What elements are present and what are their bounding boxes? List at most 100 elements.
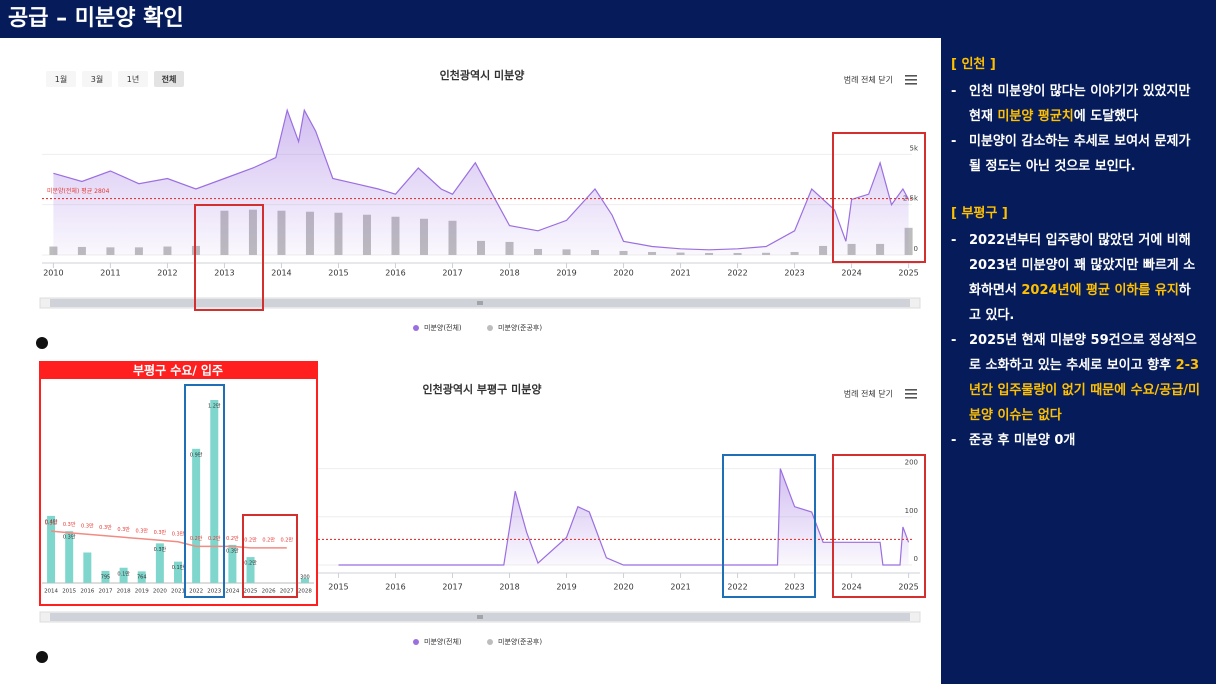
bar-value-label: 0.3만 bbox=[154, 546, 167, 553]
x-tick-label: 2019 bbox=[135, 589, 149, 595]
bar bbox=[228, 544, 237, 583]
x-tick-label: 2027 bbox=[280, 589, 294, 595]
bar bbox=[210, 400, 219, 583]
x-tick-label: 2021 bbox=[670, 269, 690, 278]
x-tick-label: 2018 bbox=[499, 583, 519, 592]
range-button[interactable] bbox=[82, 71, 112, 87]
x-tick-label: 2026 bbox=[262, 589, 276, 595]
x-tick-label: 2014 bbox=[271, 269, 291, 278]
x-tick-label: 2014 bbox=[44, 589, 58, 595]
range-button-label[interactable]: 전체 bbox=[162, 74, 177, 84]
y-tick-label: 0 bbox=[914, 245, 918, 253]
x-tick-label: 2012 bbox=[157, 269, 177, 278]
range-button[interactable] bbox=[154, 71, 184, 87]
header: 공급 – 미분양 확인 bbox=[0, 0, 1216, 38]
x-tick-label: 2019 bbox=[556, 269, 576, 278]
range-button-label[interactable]: 1년 bbox=[127, 74, 139, 84]
legend-swatch[interactable] bbox=[487, 639, 493, 645]
line-value-label: 0.2만 bbox=[281, 536, 294, 543]
bar bbox=[83, 552, 92, 583]
x-tick-label: 2020 bbox=[613, 269, 633, 278]
range-button[interactable] bbox=[46, 71, 76, 87]
bar-value-label: 764 bbox=[137, 575, 147, 581]
note-highlight: 미분양 평균치 bbox=[997, 109, 1074, 124]
legend-toggle[interactable]: 범례 전체 닫기 bbox=[844, 389, 893, 399]
x-tick-label: 2020 bbox=[613, 583, 633, 592]
y-tick-label: 100 bbox=[905, 507, 918, 515]
area bbox=[53, 110, 909, 255]
average-label: 미분양(전체) 평균 2804 bbox=[47, 187, 110, 195]
legend-label[interactable]: 미분양(준공후) bbox=[498, 637, 542, 646]
line-value-label: 0.3만 bbox=[135, 527, 148, 534]
legend-swatch[interactable] bbox=[413, 639, 419, 645]
x-tick-label: 2015 bbox=[62, 589, 76, 595]
note-heading: [ 인천 ] bbox=[951, 57, 996, 72]
note-text: 인천 미분양이 많다는 이야기가 있었지만 현재 bbox=[969, 84, 1191, 124]
legend-swatch[interactable] bbox=[413, 325, 419, 331]
home-icon[interactable] bbox=[36, 337, 48, 349]
highlight-box bbox=[832, 454, 926, 598]
menu-icon-bar[interactable] bbox=[905, 75, 917, 77]
menu-icon-bar[interactable] bbox=[905, 79, 917, 81]
line-value-label: 0.3만 bbox=[81, 523, 94, 530]
line-value-label: 0.3만 bbox=[63, 521, 76, 528]
x-tick-label: 2022 bbox=[189, 589, 203, 595]
x-tick-label: 2017 bbox=[442, 583, 462, 592]
inset-title-band bbox=[40, 362, 317, 379]
line-value-label: 0.3만 bbox=[45, 520, 58, 527]
x-tick-label: 2015 bbox=[328, 269, 348, 278]
line-value-label: 0.3만 bbox=[154, 529, 167, 536]
legend-label[interactable]: 미분양(전체) bbox=[424, 637, 462, 646]
line-value-label: 0.2만 bbox=[208, 535, 221, 542]
bar-value-label: 0.3만 bbox=[226, 547, 239, 554]
x-tick-label: 2015 bbox=[328, 583, 348, 592]
menu-icon-bar[interactable] bbox=[905, 389, 917, 391]
menu-icon-bar[interactable] bbox=[905, 393, 917, 395]
note-item: 인천 미분양이 많다는 이야기가 있었지만 현재 미분양 평균치에 도달했다 bbox=[951, 79, 1202, 129]
bar bbox=[101, 570, 110, 583]
bar-value-label: 0.9만 bbox=[190, 451, 203, 458]
range-button-label[interactable]: 3월 bbox=[91, 74, 103, 84]
x-tick-label: 2024 bbox=[841, 269, 861, 278]
x-tick-label: 2023 bbox=[784, 269, 804, 278]
line bbox=[51, 530, 287, 549]
y-tick-label: 5k bbox=[909, 144, 918, 152]
bar-value-label: 300 bbox=[300, 575, 310, 581]
line-value-label: 0.2만 bbox=[262, 536, 275, 543]
menu-icon-bar[interactable] bbox=[905, 397, 917, 399]
area bbox=[338, 468, 909, 565]
x-tick-label: 2028 bbox=[298, 589, 312, 595]
chart-title: 인천광역시 미분양 bbox=[440, 68, 525, 82]
bar-value-label: 795 bbox=[101, 574, 111, 580]
note-text: 에 도달했다 bbox=[1073, 109, 1139, 124]
legend-label[interactable]: 미분양(준공후) bbox=[498, 323, 542, 332]
note-text: 2025년 현재 미분양 59건으로 정상적으로 소화하고 있는 추세로 보이고… bbox=[969, 333, 1197, 373]
home-icons bbox=[36, 337, 48, 663]
legend-swatch[interactable] bbox=[487, 325, 493, 331]
bar bbox=[246, 557, 255, 583]
bar-value-label: 0.3만 bbox=[63, 534, 76, 541]
chart-title: 인천광역시 부평구 미분양 bbox=[423, 382, 542, 396]
legend-label[interactable]: 미분양(전체) bbox=[424, 323, 462, 332]
bar-value-label: 0.1만 bbox=[172, 564, 185, 571]
x-tick-label: 2017 bbox=[98, 589, 112, 595]
highlight-boxes bbox=[184, 132, 926, 598]
bar-value-label: 0.2만 bbox=[244, 560, 257, 567]
x-tick-label: 2022 bbox=[727, 269, 747, 278]
note-section: [ 부평구 ] 2022년부터 입주량이 많았던 거에 비해 2023년 미분양이… bbox=[951, 201, 1202, 453]
bar-value-label: 0.4만 bbox=[45, 518, 58, 525]
highlight-box bbox=[832, 132, 926, 263]
range-button[interactable] bbox=[118, 71, 148, 87]
bar bbox=[174, 561, 182, 583]
line-value-label: 0.3만 bbox=[117, 526, 130, 533]
bar-value-label: 0.1만 bbox=[117, 570, 130, 577]
menu-icon-bar[interactable] bbox=[905, 83, 917, 85]
legend-toggle[interactable]: 범례 전체 닫기 bbox=[844, 75, 893, 85]
x-tick-label: 2023 bbox=[207, 589, 221, 595]
range-button-label[interactable]: 1월 bbox=[55, 74, 67, 84]
home-icon[interactable] bbox=[36, 651, 48, 663]
